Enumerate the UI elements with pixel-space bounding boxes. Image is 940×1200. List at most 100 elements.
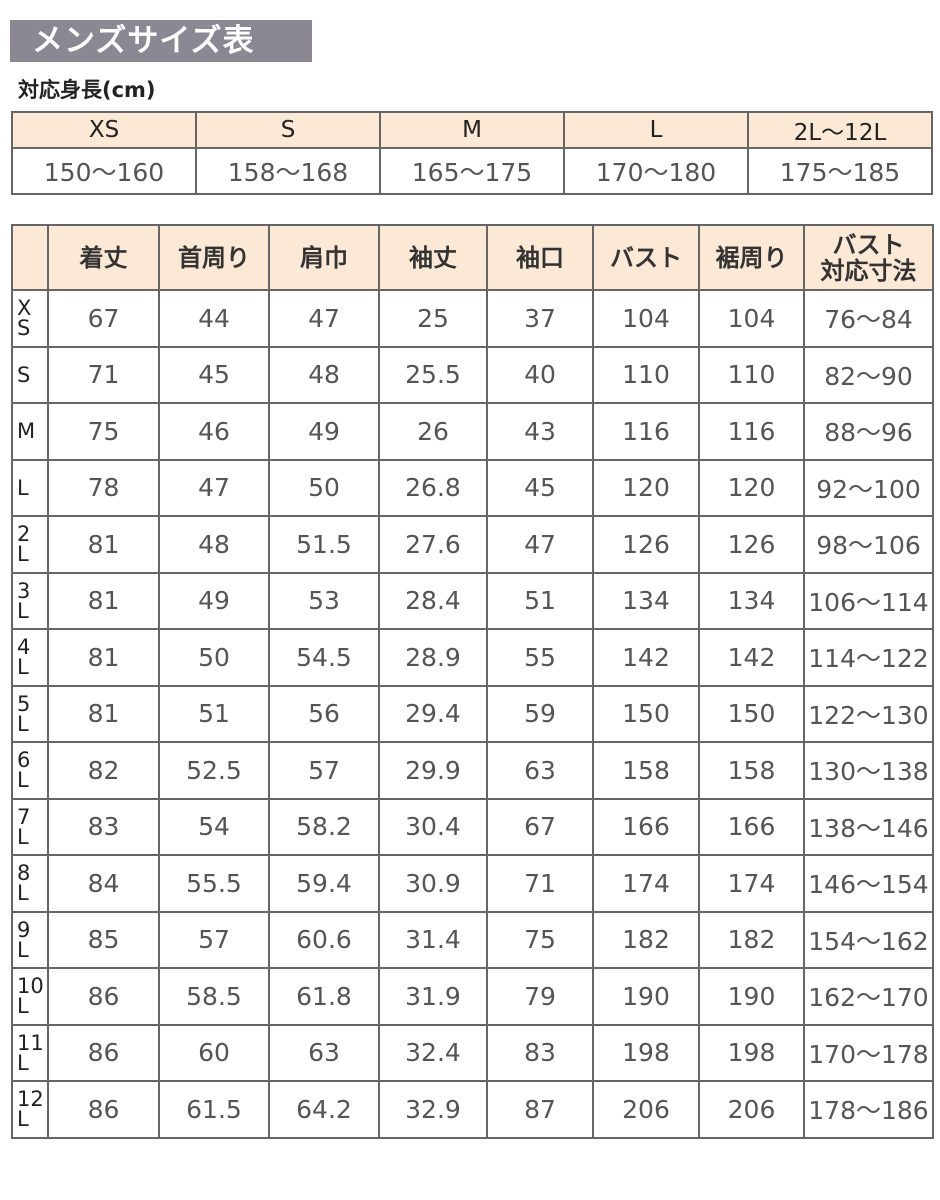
measurement-cell: 28.4 [378,571,488,630]
measurement-cell: 82 [47,741,160,800]
measurement-cell: 71 [486,854,594,913]
height-table-label: 対応身長(cm) [18,78,156,102]
measurement-cell: 60 [158,1023,270,1082]
column-header [11,224,49,291]
measurement-cell: 162〜170 [803,967,934,1026]
measurement-cell: 122〜130 [803,684,934,743]
measurement-cell: 182 [592,910,700,969]
measurement-cell: 57 [158,910,270,969]
measurement-cell: 58.5 [158,967,270,1026]
measurement-cell: 130〜138 [803,741,934,800]
measurement-cell: 106〜114 [803,571,934,630]
measurement-cell: 116 [592,402,700,461]
measurement-cell: 82〜90 [803,345,934,404]
measurement-cell: 30.9 [378,854,488,913]
table-row: 3 L 81 49 53 28.4 51 134 134 106〜114 [11,571,934,630]
measurement-cell: 81 [47,515,160,574]
size-header: M [379,111,565,149]
measurement-cell: 198 [698,1023,805,1082]
row-size-label: 9 L [11,910,49,969]
height-range-cell: 150〜160 [11,147,197,195]
column-header: 首周り [158,224,270,291]
measurement-cell: 50 [158,628,270,687]
row-size-label: 7 L [11,797,49,856]
row-size-label: 12 L [11,1080,49,1139]
measurement-cell: 174 [698,854,805,913]
measurement-cell: 67 [486,797,594,856]
measurement-cell: 75 [486,910,594,969]
measurement-cell: 86 [47,1080,160,1139]
table-row: X S 67 44 47 25 37 104 104 76〜84 [11,289,934,348]
measurement-cell: 110 [592,345,700,404]
row-size-label: L [11,458,49,517]
column-header: 着丈 [47,224,160,291]
size-header: XS [11,111,197,149]
row-size-label: S [11,345,49,404]
measurement-cell: 142 [698,628,805,687]
measurement-cell: 150 [592,684,700,743]
table-row: 11 L 86 60 63 32.4 83 198 198 170〜178 [11,1023,934,1082]
measurement-cell: 104 [592,289,700,348]
measurement-cell: 59 [486,684,594,743]
column-header: バスト [592,224,700,291]
table-row: 10 L 86 58.5 61.8 31.9 79 190 190 162〜170 [11,967,934,1026]
row-size-label: X S [11,289,49,348]
measurement-cell: 85 [47,910,160,969]
measurement-cell: 206 [698,1080,805,1139]
size-header: S [195,111,381,149]
row-size-label: 4 L [11,628,49,687]
row-size-label: 2 L [11,515,49,574]
measurement-cell: 110 [698,345,805,404]
measurement-cell: 86 [47,967,160,1026]
table-row: 6 L 82 52.5 57 29.9 63 158 158 130〜138 [11,741,934,800]
measurement-cell: 120 [592,458,700,517]
measurement-cell: 206 [592,1080,700,1139]
measurement-cell: 142 [592,628,700,687]
measurement-cell: 54 [158,797,270,856]
measurement-cell: 78 [47,458,160,517]
column-header: 袖口 [486,224,594,291]
measurement-cell: 92〜100 [803,458,934,517]
measurement-cell: 51.5 [268,515,380,574]
table-row: 2 L 81 48 51.5 27.6 47 126 126 98〜106 [11,515,934,574]
measurement-cell: 190 [592,967,700,1026]
measurement-cell: 134 [592,571,700,630]
measurement-cell: 31.9 [378,967,488,1026]
measurement-cell: 87 [486,1080,594,1139]
measurement-cell: 25 [378,289,488,348]
measurement-cell: 81 [47,684,160,743]
size-table: 着丈 首周り 肩巾 袖丈 袖口 バスト 裾周り バスト 対応寸法 X S 67 44 47 25 37 10… [11,224,934,1139]
row-size-label: 8 L [11,854,49,913]
measurement-cell: 71 [47,345,160,404]
measurement-cell: 30.4 [378,797,488,856]
measurement-cell: 83 [47,797,160,856]
measurement-cell: 75 [47,402,160,461]
measurement-cell: 166 [592,797,700,856]
table-row: S 71 45 48 25.5 40 110 110 82〜90 [11,345,934,404]
measurement-cell: 27.6 [378,515,488,574]
height-range-cell: 165〜175 [379,147,565,195]
measurement-cell: 83 [486,1023,594,1082]
measurement-cell: 45 [486,458,594,517]
measurement-cell: 53 [268,571,380,630]
measurement-cell: 190 [698,967,805,1026]
row-size-label: 11 L [11,1023,49,1082]
measurement-cell: 182 [698,910,805,969]
measurement-cell: 58.2 [268,797,380,856]
measurement-cell: 51 [486,571,594,630]
measurement-cell: 86 [47,1023,160,1082]
measurement-cell: 52.5 [158,741,270,800]
measurement-cell: 63 [268,1023,380,1082]
page-title: メンズサイズ表 [10,20,312,62]
measurement-cell: 47 [158,458,270,517]
measurement-cell: 25.5 [378,345,488,404]
measurement-cell: 79 [486,967,594,1026]
measurement-cell: 60.6 [268,910,380,969]
row-size-label: 3 L [11,571,49,630]
measurement-cell: 170〜178 [803,1023,934,1082]
measurement-cell: 31.4 [378,910,488,969]
measurement-cell: 84 [47,854,160,913]
measurement-cell: 44 [158,289,270,348]
measurement-cell: 63 [486,741,594,800]
measurement-cell: 61.8 [268,967,380,1026]
